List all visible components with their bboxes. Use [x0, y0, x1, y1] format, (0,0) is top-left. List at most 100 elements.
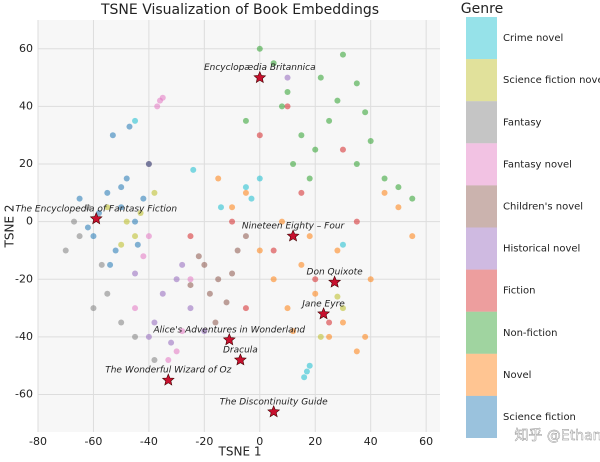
chart-title: TSNE Visualization of Book Embeddings	[100, 2, 379, 18]
legend-swatch	[466, 143, 497, 186]
scatter-point	[270, 276, 277, 283]
scatter-point	[95, 210, 102, 217]
scatter-point	[298, 132, 305, 139]
scatter-point	[256, 45, 263, 52]
scatter-point	[242, 189, 249, 196]
scatter-point	[187, 233, 194, 240]
scatter-point	[290, 328, 297, 335]
scatter-point	[109, 132, 116, 139]
book-star	[161, 373, 175, 386]
scatter-point	[104, 290, 111, 297]
legend-swatch	[466, 227, 497, 270]
scatter-point	[217, 204, 224, 211]
legend-label: Novel	[503, 370, 531, 381]
scatter-point	[306, 233, 313, 240]
y-tick-label: 60	[19, 42, 33, 55]
scatter-point	[137, 210, 144, 217]
scatter-point	[353, 161, 360, 168]
scatter-point	[409, 195, 416, 202]
legend-label: Children's novel	[503, 201, 583, 212]
scatter-point	[395, 204, 402, 211]
scatter-point	[156, 97, 163, 104]
scatter-point	[98, 261, 105, 268]
scatter-point	[256, 175, 263, 182]
scatter-point	[301, 374, 308, 381]
scatter-point	[317, 74, 324, 81]
legend-swatch	[466, 353, 497, 396]
scatter-point	[223, 299, 230, 306]
book-star	[89, 212, 103, 225]
scatter-point	[118, 319, 125, 326]
book-star	[328, 275, 342, 288]
scatter-point	[84, 224, 91, 231]
scatter-point	[353, 348, 360, 355]
scatter-point	[303, 368, 310, 375]
scatter-point	[151, 319, 158, 326]
scatter-point	[84, 204, 91, 211]
scatter-point	[270, 60, 277, 67]
scatter-point	[339, 146, 346, 153]
scatter-point	[151, 356, 158, 363]
scatter-point	[290, 161, 297, 168]
scatter-point	[140, 253, 147, 260]
scatter-point	[326, 319, 333, 326]
scatter-point	[284, 89, 291, 96]
legend-label: Science fiction	[503, 412, 576, 423]
legend-label: Historical novel	[503, 244, 580, 255]
scatter-point	[118, 204, 125, 211]
legend-label: Non-fiction	[503, 328, 558, 339]
scatter-point	[409, 233, 416, 240]
scatter-point	[145, 333, 152, 340]
scatter-point	[395, 184, 402, 191]
scatter-point	[187, 305, 194, 312]
y-axis-label: TSNE 2	[3, 205, 17, 249]
scatter-point	[242, 117, 249, 124]
annotation: Don Quixote	[307, 268, 364, 278]
scatter-point	[284, 103, 291, 110]
y-tick-label: -20	[15, 272, 33, 285]
scatter-point	[179, 261, 186, 268]
scatter-point	[242, 305, 249, 312]
legend-title: Genre	[461, 1, 503, 17]
x-tick-label: 40	[364, 435, 378, 448]
annotation: The Wonderful Wizard of Oz	[105, 366, 231, 376]
scatter-point	[367, 276, 374, 283]
scatter-point	[62, 247, 69, 254]
legend-swatch	[466, 185, 497, 228]
scatter-point	[362, 109, 369, 116]
annotation: Alice's Adventures in Wonderland	[152, 325, 305, 335]
scatter-point	[132, 305, 139, 312]
scatter-point	[168, 339, 175, 346]
scatter-point	[234, 247, 241, 254]
scatter-point	[112, 247, 119, 254]
scatter-point	[242, 233, 249, 240]
x-axis-label: TSNE 1	[218, 445, 262, 459]
x-tick-label: -20	[195, 435, 213, 448]
scatter-point	[126, 123, 133, 130]
scatter-point	[132, 218, 139, 225]
scatter-point	[339, 305, 346, 312]
scatter-point	[229, 204, 236, 211]
scatter-point	[284, 305, 291, 312]
scatter-point	[362, 333, 369, 340]
scatter-point	[187, 282, 194, 289]
scatter-point	[284, 74, 291, 81]
y-tick-label: 0	[26, 215, 33, 228]
scatter-point	[187, 276, 194, 283]
plot-area	[38, 20, 440, 432]
scatter-point	[353, 218, 360, 225]
scatter-point	[334, 97, 341, 104]
scatter-point	[154, 103, 161, 110]
scatter-point	[90, 305, 97, 312]
scatter-point	[242, 184, 249, 191]
scatter-point	[215, 175, 222, 182]
legend-swatch	[466, 269, 497, 312]
book-star	[267, 405, 281, 418]
scatter-point	[134, 241, 141, 248]
scatter-point	[107, 261, 114, 268]
scatter-point	[123, 218, 130, 225]
y-tick-label: -60	[15, 388, 33, 401]
scatter-point	[312, 276, 319, 283]
legend-label: Crime novel	[503, 33, 563, 44]
